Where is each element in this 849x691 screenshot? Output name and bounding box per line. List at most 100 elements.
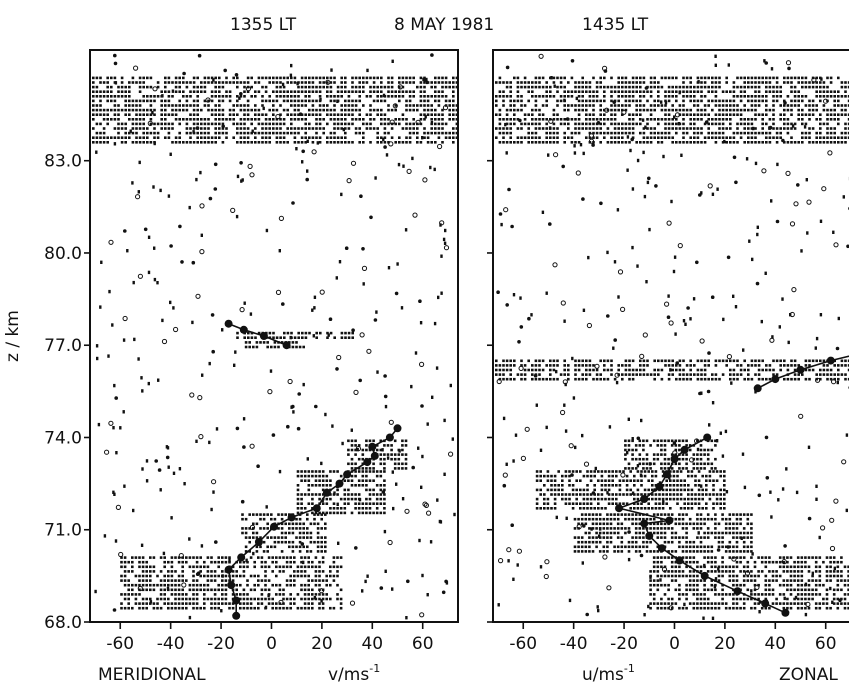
right-panel-echo-mark [754, 76, 757, 80]
right-panel-echo-mark [775, 95, 779, 98]
right-panel-echo-mark [592, 113, 595, 116]
right-panel-echo-mark [732, 108, 736, 112]
right-panel-echo-mark [654, 493, 658, 496]
left-panel-echo-mark [340, 141, 343, 144]
right-panel-echo-mark [714, 457, 717, 461]
left-panel-echo-mark [189, 127, 192, 130]
left-panel-echo-mark [181, 560, 184, 564]
left-panel-echo-mark [218, 127, 221, 130]
right-panel-echo-mark [844, 136, 847, 139]
left-panel-echo-mark [141, 574, 145, 578]
left-panel-echo-mark [333, 81, 336, 84]
right-panel-echo-mark [642, 531, 645, 535]
left-panel-echo-mark [207, 141, 210, 144]
left-x-axis-label: v/ms-1 [328, 662, 380, 685]
right-panel-echo-mark [649, 527, 652, 530]
right-panel-echo-mark [559, 85, 563, 89]
right-panel-echo-mark [660, 560, 663, 564]
left-panel-echo-mark [171, 113, 174, 116]
left-panel-echo-mark [243, 136, 246, 139]
left-panel-echo-mark [146, 99, 149, 103]
left-panel-echo-mark [296, 502, 300, 505]
left-panel-echo-mark [99, 90, 102, 93]
right-panel-echo-mark [721, 127, 725, 130]
right-panel-echo-mark [646, 90, 649, 93]
left-panel-echo-mark [214, 127, 217, 130]
left-panel-echo-mark [239, 597, 242, 601]
right-panel-echo-mark [692, 545, 696, 549]
right-panel-echo-mark [629, 493, 632, 496]
left-panel-echo-mark [135, 127, 138, 130]
right-panel-echo-mark [779, 131, 782, 135]
left-panel-echo-mark [261, 141, 264, 144]
right-panel-echo-mark [768, 364, 772, 367]
left-panel-echo-mark [92, 81, 95, 84]
right-panel-echo-mark [742, 540, 746, 544]
y-tick-label: 71.0 [44, 521, 82, 541]
right-panel-echo-mark [679, 497, 683, 501]
left-panel-echo-mark [244, 545, 248, 549]
right-panel-echo-mark [775, 131, 779, 135]
right-panel-echo-mark [808, 81, 811, 84]
left-panel-scatter-mark [108, 289, 111, 294]
left-panel-echo-mark [383, 457, 386, 461]
right-panel-echo-mark [657, 85, 660, 89]
left-panel-echo-mark [231, 565, 235, 569]
right-panel-echo-mark [600, 493, 604, 496]
left-panel-echo-mark [170, 593, 174, 596]
right-panel-echo-mark [615, 502, 618, 505]
right-panel-echo-mark [617, 76, 620, 80]
right-panel-echo-mark [580, 513, 584, 516]
left-panel-scatter-mark [359, 332, 365, 338]
right-panel-echo-mark [539, 474, 542, 478]
right-panel-echo-mark [711, 373, 714, 376]
left-panel-echo-mark [321, 570, 325, 573]
left-panel-echo-mark [247, 331, 250, 335]
right-panel-echo-mark [631, 127, 635, 130]
right-panel-echo-mark [573, 517, 577, 521]
right-panel-echo-mark [546, 474, 550, 478]
right-panel-echo-mark [678, 565, 681, 569]
left-panel-echo-mark [142, 136, 145, 139]
left-panel-echo-mark [282, 556, 285, 559]
right-panel-echo-mark [606, 550, 609, 553]
left-panel-echo-mark [375, 448, 379, 452]
left-panel-echo-mark [358, 81, 361, 84]
right-panel-echo-mark [717, 540, 721, 544]
right-panel-echo-mark [610, 113, 613, 116]
left-panel-echo-mark [124, 131, 127, 135]
left-panel-echo-mark [278, 593, 282, 596]
left-panel-echo-mark [437, 113, 441, 116]
right-panel-echo-mark [685, 453, 688, 456]
right-panel-echo-mark [663, 453, 667, 456]
left-panel-echo-mark [286, 90, 289, 93]
left-panel-echo-mark [408, 99, 412, 103]
left-panel-echo-mark [379, 484, 383, 487]
left-panel-echo-mark [318, 104, 322, 107]
left-panel-echo-mark [264, 76, 268, 80]
right-panel-echo-mark [675, 141, 678, 144]
left-panel-echo-mark [380, 95, 383, 98]
right-panel-echo-mark [618, 484, 622, 487]
right-panel-echo-mark [699, 444, 703, 447]
left-panel-echo-mark [311, 474, 314, 478]
left-panel-scatter-mark [165, 445, 169, 449]
right-panel-echo-mark [804, 113, 808, 116]
left-panel-echo-mark [434, 141, 437, 144]
left-panel-echo-mark [375, 497, 379, 501]
left-panel-echo-mark [290, 331, 293, 335]
right-panel-echo-mark [833, 136, 836, 139]
left-panel-echo-mark [336, 570, 339, 573]
left-panel-scatter-mark [417, 446, 420, 450]
left-panel-echo-mark [304, 136, 307, 139]
right-panel-echo-mark [829, 127, 833, 130]
left-panel-echo-mark [217, 597, 220, 601]
right-panel-echo-mark [844, 131, 847, 135]
right-panel-echo-mark [696, 108, 700, 112]
left-panel-echo-mark [329, 479, 332, 482]
right-panel-echo-mark [772, 108, 775, 112]
left-panel-echo-mark [99, 104, 102, 107]
left-panel-echo-mark [203, 583, 206, 587]
left-panel-echo-mark [380, 122, 383, 126]
left-panel-echo-mark [315, 136, 318, 139]
